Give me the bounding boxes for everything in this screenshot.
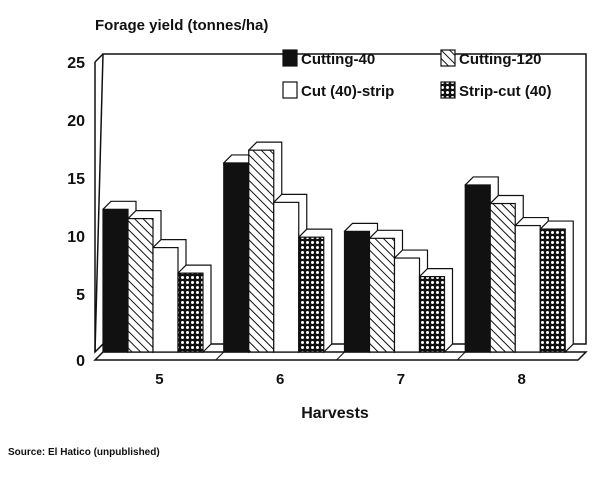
legend-swatch — [440, 81, 456, 99]
legend-label: Cut (40)-strip — [301, 83, 394, 100]
bar — [539, 228, 566, 353]
source-note: Source: El Hatico (unpublished) — [8, 447, 160, 458]
bar — [248, 149, 275, 353]
bar — [418, 276, 446, 353]
y-tick-label: 10 — [67, 229, 85, 246]
x-axis-label: Harvests — [301, 405, 369, 422]
bar — [273, 201, 300, 353]
floor-divider — [456, 351, 466, 361]
y-tick-label: 5 — [76, 287, 85, 304]
x-tick-label: 5 — [155, 371, 163, 388]
bar — [127, 218, 154, 353]
bar — [489, 202, 516, 353]
legend-label: Strip-cut (40) — [459, 83, 552, 100]
bar — [177, 272, 204, 353]
legend-label: Cutting-120 — [459, 51, 542, 68]
y-axis-top — [94, 53, 104, 63]
x-tick-label: 7 — [397, 371, 405, 388]
bar — [514, 224, 541, 353]
legend-swatch — [282, 81, 298, 99]
y-tick-label: 25 — [67, 55, 85, 72]
floor-divider — [215, 351, 225, 361]
legend-label: Cutting-40 — [301, 51, 375, 68]
x-tick-label: 6 — [276, 371, 284, 388]
x-tick-label: 8 — [517, 371, 525, 388]
floor-divider — [336, 351, 345, 361]
legend-swatch — [440, 49, 456, 67]
chart-title: Forage yield (tonnes/ha) — [95, 17, 268, 34]
bar — [343, 230, 371, 353]
y-tick-label: 20 — [67, 113, 85, 130]
bar — [102, 208, 129, 353]
plot-wall — [94, 53, 587, 354]
bar — [393, 257, 421, 353]
bar — [464, 184, 491, 353]
y-tick-label: 0 — [76, 353, 85, 370]
bar — [152, 247, 179, 353]
bar — [223, 162, 250, 353]
bar — [298, 236, 325, 353]
y-tick-label: 15 — [67, 171, 85, 188]
bar — [368, 237, 396, 353]
legend-swatch — [282, 49, 298, 67]
